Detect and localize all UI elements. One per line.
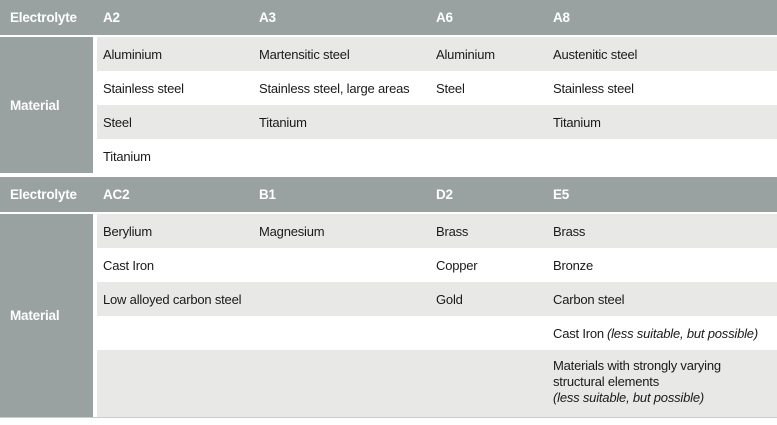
table-row: Cast Iron Copper Bronze (97, 248, 777, 282)
section1-body: Material Aluminium Martensitic steel Alu… (0, 37, 777, 173)
table-row: Aluminium Martensitic steel Aluminium Au… (97, 37, 777, 71)
table-row: Berylium Magnesium Brass Brass (97, 214, 777, 248)
electrolyte-header-label: Electrolyte (10, 187, 77, 202)
material-cell: Stainless steel, large areas (259, 80, 410, 96)
electrolyte-header-label: Electrolyte (10, 10, 77, 25)
material-cell: Magnesium (259, 223, 325, 239)
material-cell: Steel (436, 80, 465, 96)
material-text: Materials with strongly varying structur… (553, 358, 721, 389)
col-header-e5: E5 (553, 187, 570, 202)
col-header-a6: A6 (436, 10, 453, 25)
material-cell: Brass (553, 223, 586, 239)
section2-body: Material Berylium Magnesium Brass Brass … (0, 214, 777, 417)
material-cell: Brass (436, 223, 469, 239)
material-cell: Austenitic steel (553, 46, 638, 62)
table-row: Titanium (97, 139, 777, 173)
material-cell: Titanium (103, 148, 151, 164)
material-cell: Copper (436, 257, 478, 273)
section2-header-row: Electrolyte AC2 B1 D2 E5 (0, 177, 777, 212)
material-cell: Carbon steel (553, 291, 625, 307)
section1-header-row: Electrolyte A2 A3 A6 A8 (0, 0, 777, 35)
section-divider (0, 173, 777, 177)
material-cell: Titanium (259, 114, 307, 130)
material-cell: Bronze (553, 257, 593, 273)
material-cell: Martensitic steel (259, 46, 350, 62)
material-cell: Cast Iron (103, 257, 154, 273)
material-cell: Aluminium (103, 46, 162, 62)
table-row: Cast Iron (less suitable, but possible) (97, 316, 777, 350)
material-cell: Berylium (103, 223, 152, 239)
table-row: Low alloyed carbon steel Gold Carbon ste… (97, 282, 777, 316)
material-row-label: Material (0, 214, 93, 417)
material-cell: Low alloyed carbon steel (103, 291, 242, 307)
col-header-a2: A2 (103, 10, 120, 25)
col-header-d2: D2 (436, 187, 453, 202)
material-cell: Aluminium (436, 46, 495, 62)
col-header-a8: A8 (553, 10, 570, 25)
material-cell (253, 350, 430, 358)
material-row-label: Material (0, 37, 93, 173)
col-header-b1: B1 (259, 187, 276, 202)
material-text: Cast Iron (553, 325, 604, 341)
suitability-note: (less suitable, but possible) (553, 390, 704, 405)
suitability-note: (less suitable, but possible) (606, 325, 758, 341)
material-cell: Stainless steel (553, 80, 634, 96)
material-cell: Titanium (553, 114, 601, 130)
table-row: Stainless steel Stainless steel, large a… (97, 71, 777, 105)
material-cell: Steel (103, 114, 132, 130)
material-cell: Stainless steel (103, 80, 184, 96)
table-row: Materials with strongly varying structur… (97, 350, 777, 417)
col-header-ac2: AC2 (103, 187, 130, 202)
material-cell: Gold (436, 291, 463, 307)
material-cell-with-note: Materials with strongly varying structur… (547, 350, 777, 406)
material-cell-with-note: Cast Iron (less suitable, but possible) (547, 326, 777, 341)
table-row: Steel Titanium Titanium (97, 105, 777, 139)
col-header-a3: A3 (259, 10, 276, 25)
material-cell (97, 350, 253, 358)
material-cell (430, 350, 547, 358)
